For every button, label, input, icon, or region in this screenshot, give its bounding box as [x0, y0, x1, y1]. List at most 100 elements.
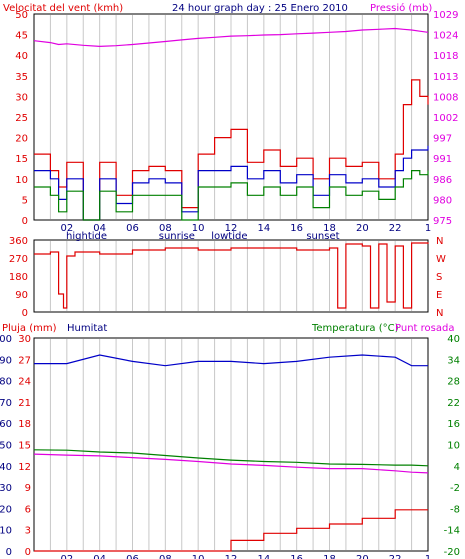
- temperature-axis-title: Temperatura (°C): [311, 323, 399, 334]
- series-humidity: [34, 354, 428, 367]
- humidity-y-tick: 70: [0, 398, 12, 409]
- pressure-y-tick: 991: [433, 154, 452, 165]
- dewpoint-axis-title: Punt rosada: [395, 323, 454, 334]
- x-tick-label: 22: [389, 223, 402, 234]
- humidity-y-tick: 80: [0, 377, 12, 388]
- x-tick-label: 04: [93, 554, 106, 559]
- humidity-y-tick: 60: [0, 419, 12, 430]
- x-tick-label: 06: [126, 554, 139, 559]
- x-tick-label: 16: [290, 223, 303, 234]
- compass-y-tick: N: [436, 308, 443, 319]
- humidity-y-tick: 50: [0, 441, 12, 452]
- x-tick-label: 20: [356, 223, 369, 234]
- temp-y-tick: -20: [444, 547, 460, 558]
- rain-y-tick: 27: [18, 355, 31, 366]
- compass-y-tick: N: [436, 236, 443, 247]
- pressure-y-tick: 997: [433, 134, 452, 145]
- x-tick-label: 1: [425, 554, 431, 559]
- temp-y-tick: 4: [454, 462, 460, 473]
- rain-y-tick: 24: [18, 377, 31, 388]
- direction-y-tick: 180: [9, 272, 28, 283]
- direction-y-tick: 270: [9, 254, 28, 265]
- pressure-y-tick: 986: [433, 175, 452, 186]
- humidity-y-tick: 40: [0, 462, 12, 473]
- x-tick-label: 04: [93, 223, 106, 234]
- series-wind_min: [34, 170, 429, 221]
- rain-y-tick: 30: [18, 334, 31, 345]
- x-event-label: sunrise: [159, 231, 195, 242]
- temp-y-tick: 34: [447, 355, 460, 366]
- series-dewpoint: [33, 453, 429, 474]
- series-rain: [34, 509, 428, 552]
- x-event-label: sunset: [306, 231, 339, 242]
- pressure-y-tick: 1013: [433, 72, 458, 83]
- pressure-axis-title: Pressió (mb): [370, 2, 432, 14]
- wind-y-tick: 15: [15, 154, 28, 165]
- x-tick-label: 20: [356, 554, 369, 559]
- x-tick-label: 14: [257, 554, 270, 559]
- direction-y-tick: 90: [15, 290, 28, 301]
- wind-y-tick: 20: [15, 134, 28, 145]
- x-tick-label: 10: [192, 554, 205, 559]
- humidity-y-tick: 10: [0, 526, 12, 537]
- temp-y-tick: -14: [444, 526, 460, 537]
- humidity-axis-title: Humitat: [67, 323, 107, 334]
- humidity-y-tick: 20: [0, 504, 12, 515]
- wind-y-tick: 35: [15, 72, 28, 83]
- compass-y-tick: W: [436, 254, 446, 265]
- temp-y-tick: 40: [447, 334, 460, 345]
- x-tick-label: 02: [60, 223, 73, 234]
- rain-y-tick: 9: [25, 483, 31, 494]
- wind-y-tick: 10: [15, 175, 28, 186]
- humidity-y-tick: 30: [0, 483, 12, 494]
- x-tick-label: 12: [225, 223, 238, 234]
- x-tick-label: 08: [159, 223, 172, 234]
- rain-y-tick: 21: [18, 398, 31, 409]
- rain-y-tick: 18: [18, 419, 31, 430]
- compass-y-tick: E: [436, 290, 442, 301]
- direction-y-tick: 0: [22, 308, 28, 319]
- humidity-y-tick: 100: [0, 334, 12, 345]
- x-tick-label: 06: [126, 223, 139, 234]
- temp-y-tick: 22: [447, 398, 460, 409]
- x-tick-label: 12: [225, 554, 238, 559]
- pressure-y-tick: 1008: [433, 92, 458, 103]
- humidity-y-tick: 90: [0, 355, 12, 366]
- pressure-y-tick: 1002: [433, 113, 458, 124]
- temp-y-tick: 16: [447, 419, 460, 430]
- graph-title: 24 hour graph day : 25 Enero 2010: [172, 3, 348, 14]
- compass-y-tick: S: [436, 272, 442, 283]
- wind-axis-title: Velocitat del vent (kmh): [3, 3, 123, 14]
- temp-y-tick: -8: [450, 504, 460, 515]
- x-tick-label: 18: [323, 223, 336, 234]
- wind-y-tick: 25: [15, 113, 28, 124]
- temp-y-tick: 28: [447, 377, 460, 388]
- rain-axis-title: Pluja (mm): [2, 323, 57, 334]
- x-event-label: lowtide: [211, 231, 247, 242]
- rain-y-tick: 3: [25, 526, 31, 537]
- pressure-y-tick: 1018: [433, 51, 458, 62]
- pressure-y-tick: 975: [433, 216, 452, 227]
- x-tick-label: 10: [192, 223, 205, 234]
- pressure-y-tick: 1029: [433, 10, 458, 21]
- x-tick-label: 14: [257, 223, 270, 234]
- series-direction: [34, 242, 429, 309]
- rain-y-tick: 6: [25, 504, 31, 515]
- humidity-y-tick: 0: [6, 547, 12, 558]
- wind-y-tick: 45: [15, 31, 28, 42]
- x-tick-label: 18: [323, 554, 336, 559]
- wind-y-tick: 0: [22, 216, 28, 227]
- rain-y-tick: 15: [18, 441, 31, 452]
- x-tick-label: 16: [290, 554, 303, 559]
- wind-y-tick: 30: [15, 92, 28, 103]
- x-tick-label: 22: [389, 554, 402, 559]
- x-tick-label: 1: [425, 223, 431, 234]
- pressure-y-tick: 1024: [433, 31, 458, 42]
- rain-y-tick: 0: [25, 547, 31, 558]
- wind-y-tick: 5: [22, 195, 28, 206]
- x-tick-label: 02: [60, 554, 73, 559]
- series-pressure: [33, 27, 429, 48]
- series-temperature: [33, 449, 429, 467]
